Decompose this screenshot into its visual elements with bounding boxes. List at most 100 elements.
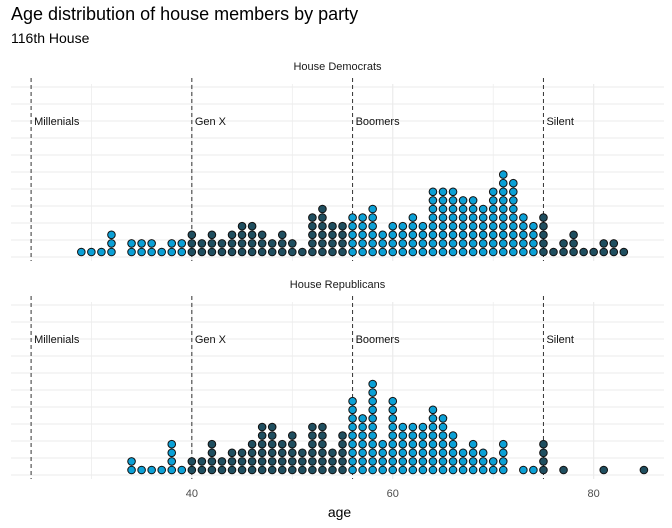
dot <box>348 405 357 415</box>
dot <box>478 239 488 248</box>
dot <box>509 247 518 257</box>
dot <box>338 457 347 466</box>
dot <box>207 239 217 248</box>
dot <box>147 247 156 257</box>
dot <box>147 465 156 475</box>
dot <box>358 465 367 475</box>
dot <box>237 457 247 466</box>
dot <box>308 422 317 432</box>
dot <box>428 422 438 432</box>
dot <box>478 230 488 240</box>
dot <box>498 247 508 257</box>
dot <box>187 465 197 475</box>
dot <box>207 247 217 257</box>
dot <box>408 439 418 449</box>
dot <box>167 457 177 466</box>
dot <box>338 431 347 440</box>
dot <box>498 204 508 214</box>
dot <box>609 239 619 248</box>
dot <box>458 196 468 205</box>
dot <box>539 230 548 240</box>
dot <box>87 247 96 257</box>
dot <box>388 448 398 458</box>
dot <box>368 247 377 257</box>
dot <box>227 247 237 257</box>
dot <box>559 465 568 475</box>
dot <box>509 230 518 240</box>
x-tick-label: 40 <box>186 488 198 500</box>
dot <box>157 465 166 475</box>
generation-label: Boomers <box>356 334 401 346</box>
dot <box>498 187 508 197</box>
dot <box>328 457 337 466</box>
dot <box>287 448 297 458</box>
dot <box>368 439 377 449</box>
dot <box>398 221 408 231</box>
dot <box>368 221 377 231</box>
dot <box>428 230 438 240</box>
x-tick-label: 80 <box>588 488 600 500</box>
dot <box>478 457 488 466</box>
dot <box>287 431 297 440</box>
dot <box>488 204 498 214</box>
dot <box>368 230 377 240</box>
dot <box>348 457 357 466</box>
dot <box>428 239 438 248</box>
dot <box>358 457 367 466</box>
dot <box>77 247 86 257</box>
dot <box>227 230 237 240</box>
dot <box>539 457 548 466</box>
dot <box>247 439 257 449</box>
dot <box>368 396 377 406</box>
dot <box>438 239 448 248</box>
dot <box>438 465 448 475</box>
dot <box>338 239 347 248</box>
dot <box>519 239 528 248</box>
dot <box>318 448 327 458</box>
dot <box>107 230 116 240</box>
dot <box>458 239 468 248</box>
dot <box>468 247 478 257</box>
dot <box>388 422 398 432</box>
dot <box>378 448 388 458</box>
dot <box>287 439 297 449</box>
dot <box>599 465 609 475</box>
dot <box>368 457 377 466</box>
dot <box>107 247 116 257</box>
dot <box>237 221 247 231</box>
dot <box>257 230 267 240</box>
dot <box>127 457 136 466</box>
dot <box>368 239 377 248</box>
dot <box>418 230 428 240</box>
dot <box>147 239 156 248</box>
dot <box>398 247 408 257</box>
dot <box>287 465 297 475</box>
panel-label: House Republicans <box>290 279 386 291</box>
dot <box>308 230 317 240</box>
dot <box>468 196 478 205</box>
dot <box>187 239 197 248</box>
dot <box>318 247 327 257</box>
dot <box>237 465 247 475</box>
dot <box>308 213 317 222</box>
dot <box>167 247 177 257</box>
dot <box>438 247 448 257</box>
dot <box>398 239 408 248</box>
dot <box>298 247 307 257</box>
dot <box>318 221 327 231</box>
dot <box>328 247 337 257</box>
dot <box>388 239 398 248</box>
dot <box>318 213 327 222</box>
dot <box>197 465 207 475</box>
dot <box>448 431 458 440</box>
dot <box>478 204 488 214</box>
dot <box>448 239 458 248</box>
dot <box>448 439 458 449</box>
dot <box>368 379 377 389</box>
dot <box>488 465 498 475</box>
dot <box>308 431 317 440</box>
dot <box>267 239 277 248</box>
dot <box>569 239 578 248</box>
dot <box>468 239 478 248</box>
dot <box>207 439 217 449</box>
